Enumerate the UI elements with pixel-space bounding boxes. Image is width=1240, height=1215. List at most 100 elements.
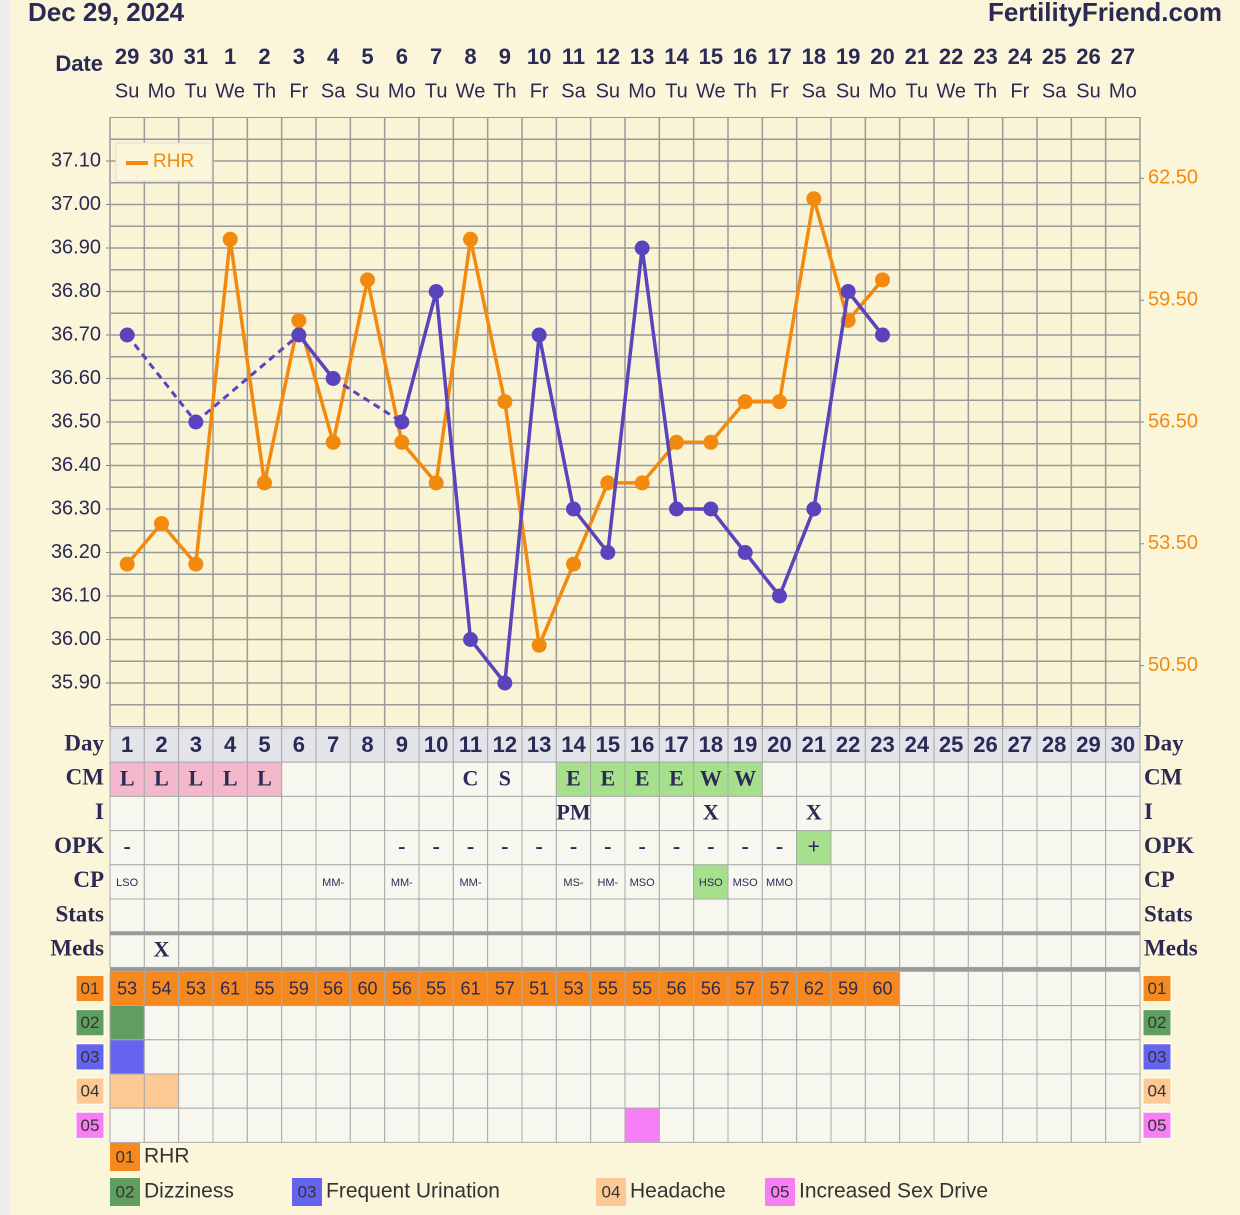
cell-text: LSO bbox=[116, 877, 138, 889]
symptom-cell bbox=[521, 1005, 557, 1041]
table-cell bbox=[796, 932, 832, 968]
table-cell bbox=[487, 898, 523, 934]
table-cell bbox=[521, 727, 557, 763]
symptom-cell bbox=[384, 1107, 420, 1143]
symptom-cell bbox=[1070, 1107, 1107, 1143]
table-cell bbox=[1036, 864, 1072, 900]
table-cell bbox=[899, 898, 935, 934]
date-label: 26 bbox=[1076, 44, 1100, 69]
symptom-code: 01 bbox=[81, 979, 100, 998]
date-label: 21 bbox=[905, 44, 929, 69]
symptom-code-right: 05 bbox=[1148, 1116, 1167, 1135]
table-cell bbox=[899, 830, 935, 866]
y-tick-label: 36.40 bbox=[51, 454, 101, 476]
weekday-label: Sa bbox=[561, 80, 586, 102]
table-cell bbox=[246, 864, 283, 900]
data-point bbox=[600, 475, 616, 491]
symptom-cell bbox=[830, 1039, 866, 1075]
cell-text: MM- bbox=[322, 877, 344, 889]
cell-text: - bbox=[604, 834, 611, 859]
table-cell bbox=[109, 932, 145, 968]
rhr-cell-value: 53 bbox=[186, 978, 206, 998]
cell-text: 8 bbox=[361, 732, 373, 757]
cell-text: 19 bbox=[733, 732, 757, 757]
table-cell bbox=[315, 864, 351, 900]
table-cell bbox=[830, 932, 866, 968]
table-cell bbox=[246, 932, 283, 968]
table-cell bbox=[521, 898, 557, 934]
table-cell bbox=[933, 830, 969, 866]
row-label: I bbox=[95, 799, 104, 824]
symptom-cell bbox=[281, 1107, 317, 1143]
symptom-cell bbox=[658, 1039, 695, 1075]
row-label-right: CP bbox=[1144, 867, 1175, 892]
data-point bbox=[188, 414, 204, 430]
table-cell bbox=[315, 830, 351, 866]
table-cell bbox=[281, 727, 317, 763]
table-cell bbox=[418, 932, 454, 968]
symptom-cell bbox=[178, 970, 214, 1007]
table-cell bbox=[1036, 795, 1072, 832]
cell-text: HM- bbox=[597, 877, 618, 889]
symptom-code-right-box bbox=[1142, 1009, 1172, 1037]
symptom-code-right-box bbox=[1142, 1077, 1172, 1105]
symptom-cell bbox=[761, 1107, 798, 1143]
rhr-cell-value: 55 bbox=[598, 978, 618, 998]
cell-text: X bbox=[703, 800, 719, 825]
cell-text: E bbox=[635, 765, 650, 790]
data-point bbox=[531, 637, 547, 653]
y-tick-label: 35.90 bbox=[51, 671, 101, 693]
symptom-cell bbox=[143, 1107, 180, 1143]
symptom-cell bbox=[281, 1073, 317, 1109]
weekday-label: Mo bbox=[869, 80, 897, 102]
data-point bbox=[737, 394, 753, 410]
data-point bbox=[325, 434, 341, 450]
data-point bbox=[257, 475, 272, 491]
table-cell bbox=[590, 864, 626, 900]
table-cell bbox=[967, 864, 1004, 900]
symptom-cell bbox=[109, 1107, 145, 1143]
date-label: 23 bbox=[973, 44, 997, 69]
table-cell bbox=[1105, 761, 1141, 797]
table-cell bbox=[727, 932, 763, 968]
table-cell bbox=[521, 932, 557, 968]
symptom-code-box bbox=[75, 1009, 105, 1037]
data-point bbox=[669, 434, 684, 450]
row-label-right: OPK bbox=[1144, 833, 1194, 858]
table-cell bbox=[899, 795, 935, 832]
table-cell bbox=[212, 932, 248, 968]
data-point bbox=[531, 327, 547, 343]
cell-text: 25 bbox=[939, 732, 963, 757]
series-line bbox=[297, 333, 335, 380]
data-point bbox=[600, 545, 616, 560]
row-label-right: Meds bbox=[1144, 936, 1198, 961]
weekday-label: Mo bbox=[388, 80, 416, 102]
table-cell bbox=[315, 761, 351, 797]
symptom-legend-box bbox=[110, 1143, 140, 1171]
rhr-cell-value: 61 bbox=[220, 978, 240, 998]
row-label: OPK bbox=[54, 833, 104, 858]
table-cell bbox=[487, 761, 523, 797]
date-label: 30 bbox=[149, 44, 173, 69]
symptom-cell bbox=[933, 1107, 969, 1143]
symptom-cell bbox=[452, 1073, 489, 1109]
table-cell bbox=[761, 830, 798, 866]
table-cell bbox=[590, 830, 626, 866]
date-label: 8 bbox=[464, 44, 476, 69]
symptom-cell bbox=[281, 970, 317, 1007]
rhr-cell-value: 60 bbox=[357, 978, 377, 998]
cell-text: 1 bbox=[121, 732, 133, 757]
table-cell bbox=[452, 898, 489, 934]
y-tick-label: 37.10 bbox=[51, 149, 101, 171]
symptom-code-right: 04 bbox=[1148, 1082, 1167, 1101]
date-label: 13 bbox=[630, 44, 654, 69]
data-point bbox=[737, 545, 753, 560]
symptom-cell bbox=[521, 1039, 557, 1075]
weekday-label: Th bbox=[253, 80, 276, 102]
table-cell bbox=[143, 830, 180, 866]
table-cell bbox=[1036, 727, 1072, 763]
symptom-cell bbox=[658, 1005, 695, 1041]
table-cell bbox=[830, 795, 866, 832]
symptom-cell bbox=[624, 1005, 660, 1041]
table-cell bbox=[349, 898, 386, 934]
